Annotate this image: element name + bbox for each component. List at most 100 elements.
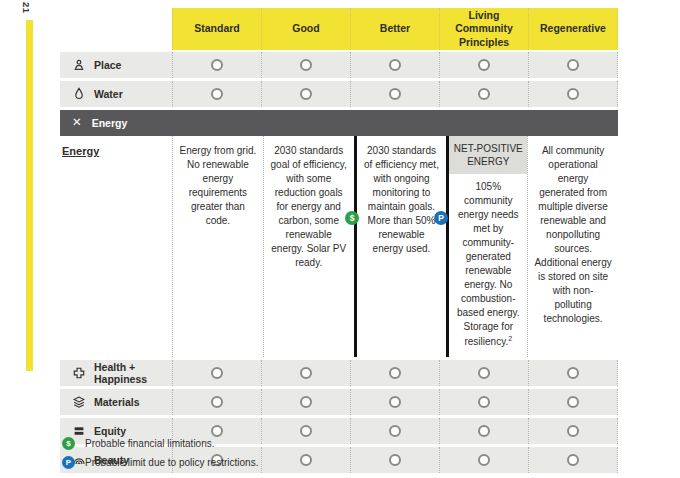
policy-limit-badge: P xyxy=(434,211,448,225)
status-circle xyxy=(478,367,490,379)
energy-detail-label-cell: Energy xyxy=(60,136,172,357)
status-circle xyxy=(389,396,401,408)
column-header-standard: Standard xyxy=(172,8,261,50)
matrix-cell xyxy=(528,52,618,78)
status-circle xyxy=(478,425,490,437)
matrix-cell xyxy=(350,389,439,415)
category-label-cell: Water xyxy=(60,81,172,107)
category-label: Place xyxy=(94,59,121,71)
close-icon[interactable]: ✕ xyxy=(72,117,82,129)
category-label-cell: Materials xyxy=(60,389,172,415)
materials-icon xyxy=(72,395,86,409)
dollar-badge-icon: $ xyxy=(62,437,75,450)
category-label: Materials xyxy=(94,396,140,408)
page-number: 21 xyxy=(21,2,32,14)
matrix-cell xyxy=(172,389,261,415)
status-circle xyxy=(300,454,312,466)
legend-item-policy: P Probable limit due to policy restricti… xyxy=(62,456,258,469)
yellow-margin-bar xyxy=(26,20,33,371)
net-positive-energy-body: 105% community energy needs met by commu… xyxy=(449,180,527,349)
legend: $ Probable financial limitations. P Prob… xyxy=(62,437,258,475)
status-circle xyxy=(389,425,401,437)
energy-detail-living-community-principles: NET-POSITIVE ENERGY 105% community energ… xyxy=(446,136,527,357)
status-circle xyxy=(300,425,312,437)
legend-text: Probable financial limitations. xyxy=(85,438,215,449)
status-circle xyxy=(211,396,223,408)
matrix-cell xyxy=(528,418,618,444)
net-positive-energy-text: 105% community energy needs met by commu… xyxy=(457,181,520,347)
header-label-spacer xyxy=(60,8,172,50)
banner-label: Energy xyxy=(92,117,128,129)
column-header-better: Better xyxy=(350,8,439,50)
matrix-cell xyxy=(350,418,439,444)
energy-detail-good: 2030 standards goal of efficiency, with … xyxy=(263,136,354,357)
status-circle xyxy=(300,59,312,71)
category-row-water[interactable]: Water xyxy=(60,81,618,107)
matrix-cell xyxy=(350,81,439,107)
status-circle xyxy=(567,454,579,466)
status-circle xyxy=(567,59,579,71)
status-circle xyxy=(389,454,401,466)
matrix-cell xyxy=(261,389,350,415)
legend-item-financial: $ Probable financial limitations. xyxy=(62,437,258,450)
energy-expanded-banner[interactable]: ✕ Energy xyxy=(60,110,618,136)
status-circle xyxy=(567,88,579,100)
matrix-cell xyxy=(439,389,528,415)
status-circle xyxy=(567,425,579,437)
status-circle xyxy=(211,88,223,100)
matrix-cell xyxy=(439,447,528,473)
matrix-cell xyxy=(439,81,528,107)
status-circle xyxy=(389,88,401,100)
matrix-cell xyxy=(350,447,439,473)
status-circle xyxy=(478,396,490,408)
category-label-cell: Place xyxy=(60,52,172,78)
category-label: Equity xyxy=(94,425,126,437)
category-label: Health + Happiness xyxy=(94,361,172,385)
status-circle xyxy=(389,367,401,379)
status-circle xyxy=(211,59,223,71)
matrix-cell xyxy=(172,52,261,78)
matrix-cell xyxy=(261,81,350,107)
performance-matrix-table: Standard Good Better Living Community Pr… xyxy=(60,8,618,476)
matrix-cell xyxy=(350,52,439,78)
matrix-cell xyxy=(261,447,350,473)
matrix-cell xyxy=(172,360,261,386)
category-row-materials[interactable]: Materials xyxy=(60,389,618,415)
status-circle xyxy=(300,396,312,408)
column-header-good: Good xyxy=(261,8,350,50)
matrix-cell xyxy=(528,360,618,386)
matrix-cell xyxy=(261,52,350,78)
column-header-living-community-principles: Living Community Principles xyxy=(439,8,528,50)
matrix-cell xyxy=(528,389,618,415)
status-circle xyxy=(567,396,579,408)
energy-detail-standard: Energy from grid. No renewable energy re… xyxy=(172,136,263,357)
status-circle xyxy=(211,425,223,437)
health-icon xyxy=(72,366,86,380)
handbook-page: 21 Standard Good Better Living Community… xyxy=(0,0,680,478)
matrix-cell xyxy=(439,418,528,444)
status-circle xyxy=(300,88,312,100)
status-circle xyxy=(478,454,490,466)
energy-link[interactable]: Energy xyxy=(62,145,99,157)
matrix-cell xyxy=(528,447,618,473)
category-row-place[interactable]: Place xyxy=(60,52,618,78)
matrix-cell xyxy=(261,418,350,444)
category-label-cell: Health + Happiness xyxy=(60,360,172,386)
footnote-marker: 2 xyxy=(508,335,512,342)
energy-detail-regenerative: All community operational energy generat… xyxy=(527,136,618,357)
p-badge-icon: P xyxy=(62,456,75,469)
status-circle xyxy=(300,367,312,379)
matrix-cell xyxy=(172,81,261,107)
matrix-cell xyxy=(261,360,350,386)
matrix-cell xyxy=(439,52,528,78)
status-circle xyxy=(478,88,490,100)
water-icon xyxy=(72,87,86,101)
status-circle xyxy=(211,367,223,379)
matrix-cell xyxy=(350,360,439,386)
status-circle xyxy=(567,367,579,379)
category-label: Water xyxy=(94,88,123,100)
category-row-health-happiness[interactable]: Health + Happiness xyxy=(60,360,618,386)
financial-limitation-badge: $ xyxy=(345,211,359,225)
energy-detail-better: 2030 standards of efficiency met, with o… xyxy=(354,136,447,357)
energy-detail-row: Energy Energy from grid. No renewable en… xyxy=(60,136,618,357)
